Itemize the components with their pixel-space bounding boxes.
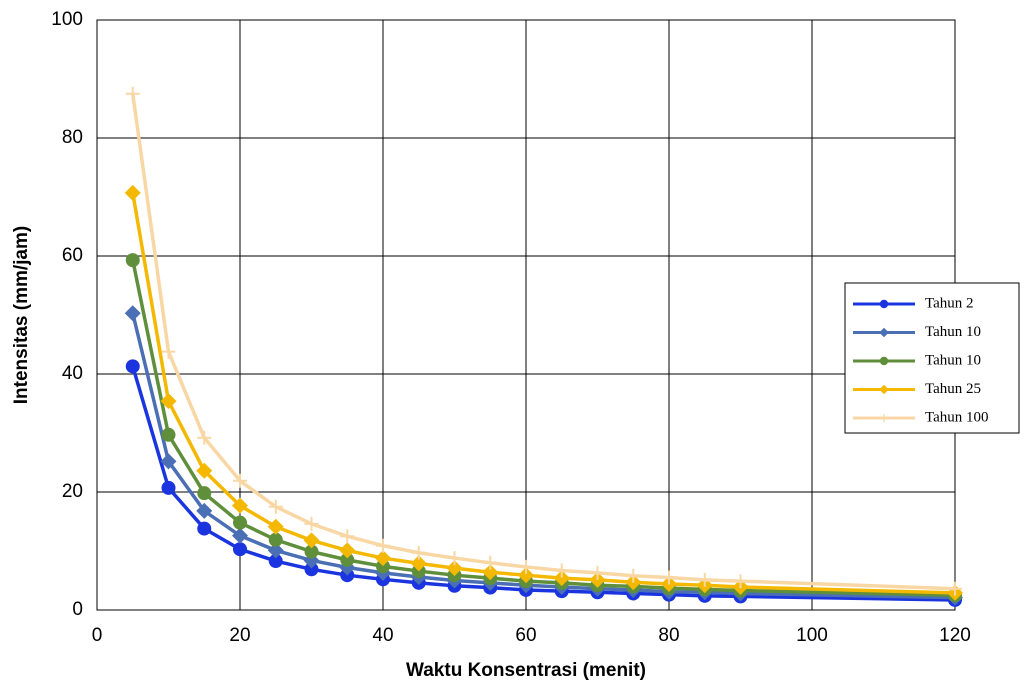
marker xyxy=(125,185,141,201)
marker xyxy=(126,87,140,101)
marker xyxy=(304,532,320,548)
marker xyxy=(233,542,247,556)
marker xyxy=(268,519,284,535)
marker xyxy=(519,560,533,574)
y-tick-label: 0 xyxy=(72,599,83,620)
marker xyxy=(197,522,211,536)
x-tick-label: 100 xyxy=(796,625,828,646)
marker xyxy=(162,428,176,442)
legend-label: Tahun 2 xyxy=(925,295,974,311)
legend-label: Tahun 10 xyxy=(925,324,981,340)
y-axis-title: Intensitas (mm/jam) xyxy=(11,226,32,404)
legend-label: Tahun 10 xyxy=(925,352,981,368)
marker xyxy=(197,486,211,500)
x-axis-title: Waktu Konsentrasi (menit) xyxy=(406,660,646,681)
marker xyxy=(880,357,888,365)
legend-label: Tahun 100 xyxy=(925,409,989,425)
x-tick-label: 60 xyxy=(515,625,536,646)
x-tick-label: 120 xyxy=(939,625,971,646)
y-tick-label: 80 xyxy=(62,127,83,148)
marker xyxy=(412,546,426,560)
legend-label: Tahun 25 xyxy=(925,381,981,397)
x-tick-label: 40 xyxy=(372,625,393,646)
series-line xyxy=(133,366,955,600)
y-tick-label: 100 xyxy=(51,9,83,30)
x-tick-label: 20 xyxy=(229,625,250,646)
marker xyxy=(125,305,141,321)
marker xyxy=(126,253,140,267)
marker xyxy=(483,556,497,570)
marker xyxy=(448,551,462,565)
y-tick-label: 20 xyxy=(62,481,83,502)
marker xyxy=(233,516,247,530)
marker xyxy=(880,300,888,308)
x-tick-label: 0 xyxy=(92,625,103,646)
x-tick-label: 80 xyxy=(658,625,679,646)
marker xyxy=(162,345,176,359)
legend: Tahun 2 Tahun 10 Tahun 10 Tahun 25 Tahun 100 xyxy=(845,283,1019,433)
marker xyxy=(162,481,176,495)
y-tick-label: 40 xyxy=(62,363,83,384)
series-line xyxy=(133,193,955,593)
series-line xyxy=(133,260,955,595)
marker xyxy=(126,359,140,373)
marker xyxy=(376,539,390,553)
marker xyxy=(305,517,319,531)
chart: Waktu Konsentrasi (menit) Intensitas (mm… xyxy=(0,0,1020,686)
marker xyxy=(269,533,283,547)
marker xyxy=(340,529,354,543)
y-tick-label: 60 xyxy=(62,245,83,266)
